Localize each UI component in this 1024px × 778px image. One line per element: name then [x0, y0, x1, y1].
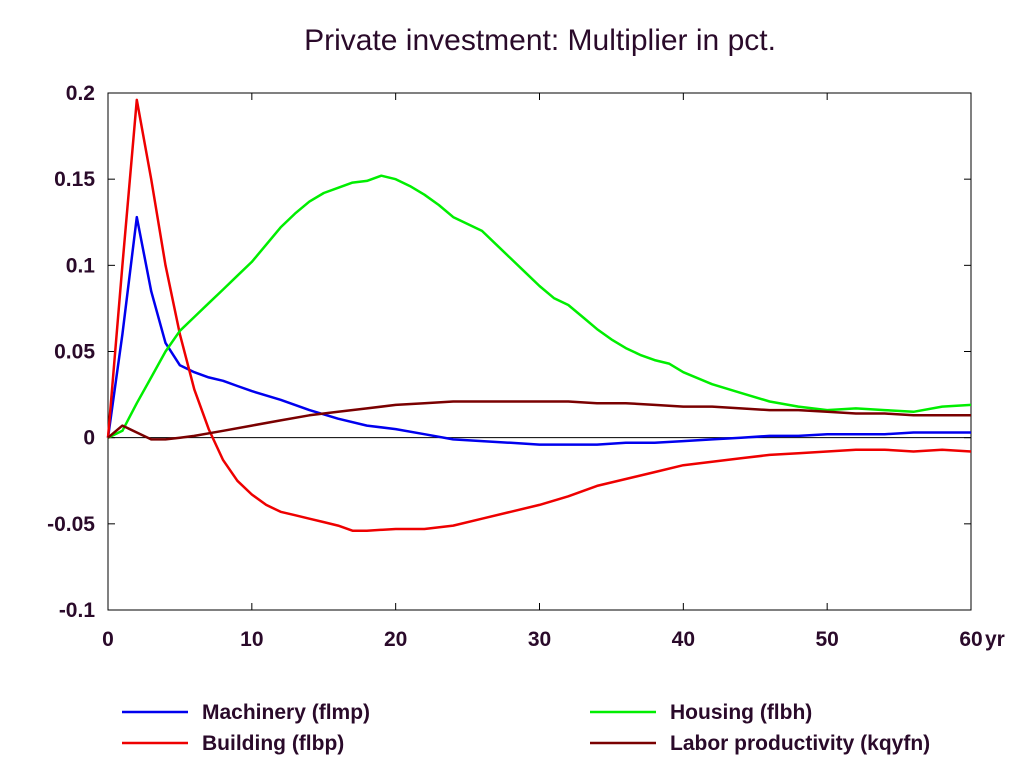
- x-tick-label: 20: [384, 628, 407, 651]
- chart-title: Private investment: Multiplier in pct.: [304, 24, 776, 57]
- y-tick-label: -0.1: [59, 599, 96, 622]
- legend-label-labor-productivity: Labor productivity (kqyfn): [670, 732, 930, 755]
- series-line-machinery: [106, 215, 971, 446]
- series-line-building: [106, 98, 972, 532]
- y-tick-label: 0.05: [54, 341, 95, 364]
- x-tick-label: 0: [102, 628, 114, 651]
- y-tick-label: -0.05: [47, 513, 95, 536]
- legend-label-machinery: Machinery (flmp): [202, 701, 370, 724]
- x-unit-label: yr: [985, 628, 1005, 651]
- y-tick-label: 0: [83, 427, 95, 450]
- x-tick-label: 60: [959, 628, 982, 651]
- series-line-labor-productivity: [107, 400, 971, 441]
- y-tick-label: 0.15: [54, 168, 95, 191]
- y-tick-label: 0.2: [66, 82, 95, 105]
- x-tick-label: 40: [672, 628, 695, 651]
- x-tick-label: 10: [240, 628, 263, 651]
- legend-label-building: Building (flbp): [202, 732, 344, 755]
- x-tick-label: 50: [815, 628, 838, 651]
- x-tick-label: 30: [528, 628, 551, 651]
- y-tick-label: 0.1: [66, 254, 96, 277]
- legend-label-housing: Housing (flbh): [670, 701, 812, 724]
- series-line-housing: [107, 174, 972, 439]
